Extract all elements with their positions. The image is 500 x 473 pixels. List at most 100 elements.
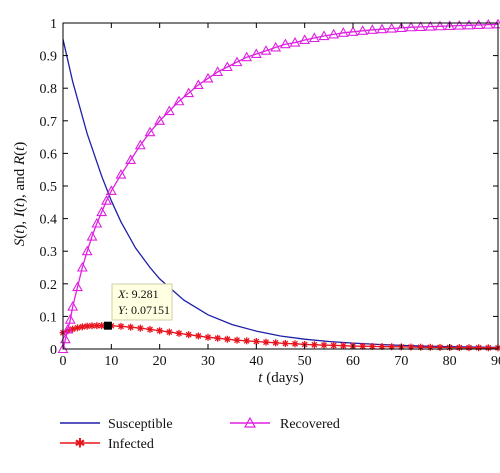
point-infected bbox=[262, 338, 270, 346]
point-infected bbox=[194, 332, 202, 340]
point-infected bbox=[223, 335, 231, 343]
x-axis-title: t (days) bbox=[258, 370, 303, 386]
point-infected bbox=[436, 343, 444, 351]
point-infected bbox=[78, 323, 86, 331]
point-recovered bbox=[183, 87, 195, 98]
point-recovered bbox=[473, 19, 485, 30]
legend-item-infected: ✱ Infected bbox=[60, 437, 154, 452]
point-infected bbox=[320, 341, 328, 349]
point-recovered bbox=[91, 217, 103, 228]
point-recovered bbox=[482, 19, 494, 29]
point-recovered bbox=[386, 22, 398, 33]
x-tick-label: 0 bbox=[60, 354, 67, 369]
ticks-group: 0 10 20 30 40 50 60 70 80 90 0 0.1 0.2 0.3 0.4 0.5 0.6 0.… bbox=[40, 17, 500, 369]
point-infected bbox=[475, 344, 483, 352]
point-recovered bbox=[376, 23, 388, 34]
data-tip-x-text: X: 9.281 bbox=[117, 287, 159, 301]
point-recovered bbox=[173, 95, 185, 106]
x-tick-label: 90 bbox=[491, 354, 500, 369]
y-tick-label: 0.1 bbox=[40, 310, 58, 325]
y-tick-label: 0.4 bbox=[40, 213, 58, 228]
point-recovered bbox=[395, 22, 407, 32]
legend-item-susceptible: Susceptible bbox=[60, 417, 173, 432]
legend-item-recovered: Recovered bbox=[230, 416, 340, 432]
series-line-recovered bbox=[62, 23, 499, 350]
point-recovered bbox=[308, 32, 320, 43]
point-recovered bbox=[144, 126, 156, 137]
point-infected bbox=[455, 344, 463, 352]
point-recovered bbox=[192, 79, 204, 89]
y-tick-label: 0.3 bbox=[40, 245, 58, 260]
legend-marker-infected: ✱ bbox=[75, 437, 86, 452]
point-infected bbox=[272, 339, 280, 347]
point-recovered bbox=[231, 56, 243, 67]
point-infected bbox=[310, 341, 318, 349]
point-infected bbox=[484, 344, 492, 352]
point-recovered bbox=[366, 24, 378, 34]
point-recovered bbox=[444, 20, 456, 30]
point-infected bbox=[417, 343, 425, 351]
y-tick-label: 0.7 bbox=[40, 115, 58, 130]
y-axis-title: S(t), I(t), and R(t) bbox=[12, 142, 28, 247]
point-recovered bbox=[328, 28, 340, 39]
legend-marker-recovered bbox=[243, 416, 257, 428]
legend-label-susceptible: Susceptible bbox=[108, 417, 173, 432]
legend-label-infected: Infected bbox=[108, 437, 154, 452]
x-tick-label: 30 bbox=[201, 354, 215, 369]
point-infected bbox=[339, 342, 347, 350]
point-recovered bbox=[270, 41, 282, 52]
x-tick-label: 70 bbox=[394, 354, 408, 369]
point-recovered bbox=[105, 185, 117, 195]
point-recovered bbox=[72, 281, 83, 292]
point-recovered bbox=[347, 26, 359, 36]
point-infected bbox=[233, 336, 241, 344]
y-tick-label: 0.2 bbox=[40, 278, 58, 293]
x-tick-label: 10 bbox=[104, 354, 118, 369]
point-infected bbox=[146, 325, 154, 333]
point-recovered bbox=[424, 20, 436, 31]
point-infected bbox=[136, 324, 144, 332]
point-recovered bbox=[125, 154, 137, 164]
point-recovered bbox=[299, 34, 311, 45]
point-recovered bbox=[453, 19, 465, 30]
data-tip-y-text: Y: 0.07151 bbox=[118, 303, 170, 317]
point-recovered bbox=[115, 168, 127, 179]
point-infected bbox=[330, 341, 338, 349]
point-infected bbox=[156, 327, 164, 335]
point-recovered bbox=[289, 36, 301, 47]
x-tick-label: 50 bbox=[298, 354, 312, 369]
point-recovered bbox=[64, 314, 76, 324]
y-tick-label: 1 bbox=[50, 17, 57, 32]
point-infected bbox=[252, 338, 260, 346]
point-infected bbox=[426, 343, 434, 351]
point-infected bbox=[83, 322, 91, 330]
point-recovered bbox=[202, 72, 214, 83]
data-tip-marker bbox=[103, 321, 112, 330]
y-tick-label: 0.8 bbox=[40, 82, 58, 97]
point-recovered bbox=[154, 115, 166, 125]
point-recovered bbox=[463, 19, 475, 30]
point-recovered bbox=[96, 206, 108, 217]
y-tick-label: 0 bbox=[50, 343, 57, 358]
legend-label-recovered: Recovered bbox=[280, 417, 340, 432]
point-recovered bbox=[86, 230, 98, 241]
point-infected bbox=[291, 340, 299, 348]
point-recovered bbox=[357, 25, 369, 35]
point-infected bbox=[74, 324, 81, 332]
point-recovered bbox=[221, 61, 233, 72]
point-infected bbox=[127, 323, 135, 331]
point-recovered bbox=[163, 105, 175, 116]
point-recovered bbox=[101, 195, 112, 205]
point-infected bbox=[165, 328, 173, 336]
y-tick-label: 0.9 bbox=[40, 50, 58, 65]
legend: Susceptible Recovered ✱ Infected bbox=[60, 416, 340, 452]
point-infected bbox=[281, 339, 289, 347]
point-infected bbox=[359, 342, 367, 350]
point-recovered bbox=[415, 21, 427, 31]
point-recovered bbox=[279, 38, 291, 49]
y-tick-label: 0.6 bbox=[40, 147, 58, 162]
x-tick-label: 60 bbox=[346, 354, 360, 369]
point-recovered bbox=[76, 261, 88, 272]
point-infected bbox=[214, 334, 222, 342]
